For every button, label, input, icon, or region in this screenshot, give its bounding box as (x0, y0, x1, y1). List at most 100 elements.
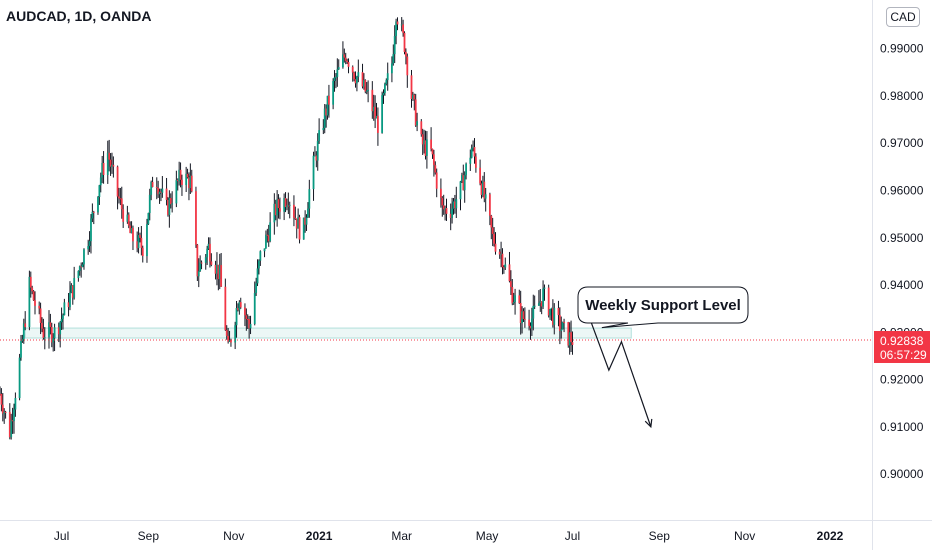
candle-down (293, 204, 295, 218)
candle-up (147, 213, 150, 225)
y-tick-label: 0.98000 (880, 89, 924, 103)
candle-up (484, 194, 487, 199)
candle-down (31, 287, 34, 292)
candle-down (405, 51, 407, 57)
candle-up (337, 67, 340, 70)
candle-down (277, 199, 280, 209)
candle-down (351, 66, 354, 73)
candle-down (244, 307, 246, 316)
candle-up (10, 420, 13, 438)
candle-down (529, 325, 532, 329)
x-tick-label: Mar (391, 529, 412, 543)
candle-up (218, 265, 221, 280)
candle-down (346, 60, 349, 63)
candle-down (140, 237, 143, 248)
candle-down (167, 199, 169, 215)
y-tick-label: 0.91000 (880, 420, 924, 434)
candle-down (445, 208, 448, 214)
candle-up (465, 163, 467, 176)
candle-up (18, 357, 21, 399)
candle-down (155, 186, 158, 188)
candle-up (77, 271, 80, 279)
candle-down (528, 319, 530, 326)
candle-up (542, 288, 544, 307)
candle-down (224, 286, 227, 331)
candle-down (108, 152, 111, 160)
candle-up (168, 198, 171, 215)
candle-up (395, 21, 398, 37)
candle-down (176, 180, 179, 182)
candle-up (382, 93, 385, 96)
candle-up (504, 264, 507, 268)
candle-down (209, 243, 211, 262)
candle-up (322, 128, 325, 131)
candle-up (265, 234, 267, 249)
candle-up (316, 140, 319, 161)
candle-down (34, 300, 36, 306)
candle-down (230, 340, 232, 343)
candle-up (335, 76, 337, 78)
candle-down (439, 188, 442, 198)
candle-up (43, 337, 46, 339)
candle-down (377, 115, 379, 133)
candle-down (424, 140, 427, 156)
candle-down (364, 80, 367, 92)
candle-up (73, 278, 76, 298)
candle-up (521, 311, 523, 324)
candle-up (500, 253, 502, 255)
candle-up (199, 262, 202, 272)
callout-bubble (577, 286, 749, 329)
currency-badge[interactable]: CAD (886, 7, 920, 27)
candle-up (342, 54, 344, 68)
candle-up (393, 36, 396, 55)
candle-down (325, 108, 328, 116)
candle-down (571, 342, 574, 345)
candle-up (444, 208, 446, 210)
candle-up (14, 398, 17, 410)
candle-up (455, 199, 458, 209)
candle-down (361, 72, 364, 87)
candle-down (284, 198, 287, 208)
candle-down (490, 215, 493, 228)
candle-up (216, 264, 218, 274)
candle-up (158, 191, 161, 195)
x-tick-label: Nov (734, 529, 755, 543)
candle-down (421, 134, 424, 145)
candle-up (469, 157, 472, 164)
candle-up (451, 208, 453, 218)
candle-down (570, 332, 572, 343)
candle-up (276, 199, 279, 216)
candle-down (371, 89, 374, 112)
candle-down (493, 233, 495, 244)
candle-up (318, 130, 321, 141)
candle-up (258, 260, 260, 269)
candle-up (472, 147, 474, 149)
candle-down (298, 217, 301, 240)
candle-up (452, 201, 455, 209)
forecast-path (587, 313, 652, 428)
candle-up (514, 295, 516, 303)
candle-down (449, 213, 452, 218)
support-zone-rect (24, 327, 632, 339)
candle-up (249, 323, 252, 329)
candle-down (343, 54, 346, 58)
candle-up (52, 338, 55, 343)
candle-up (238, 302, 241, 311)
candle-down (518, 295, 521, 303)
candle-up (146, 224, 148, 257)
last-price-badge (874, 330, 930, 363)
candle-down (112, 164, 115, 167)
candle-down (353, 72, 356, 80)
candle-down (136, 241, 139, 249)
candle-up (59, 322, 62, 335)
candle-down (122, 209, 125, 222)
candle-up (235, 307, 238, 326)
candle-up (53, 327, 56, 339)
candle-down (435, 172, 438, 189)
candle-down (132, 228, 134, 242)
candle-down (479, 167, 481, 184)
candle-up (178, 169, 181, 182)
candle-up (550, 308, 553, 310)
candle-up (372, 106, 375, 112)
